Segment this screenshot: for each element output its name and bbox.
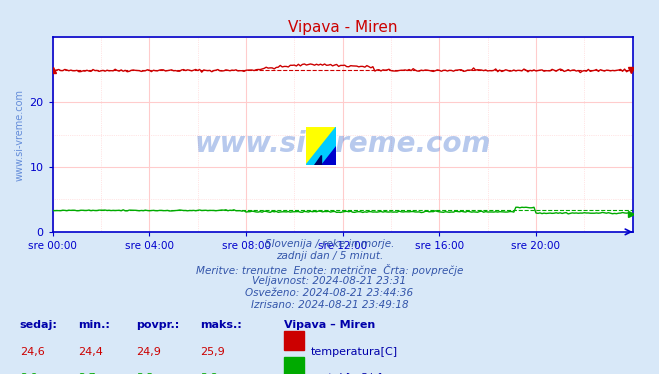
Text: Izrisano: 2024-08-21 23:49:18: Izrisano: 2024-08-21 23:49:18 [250,300,409,310]
Polygon shape [322,146,336,165]
FancyBboxPatch shape [285,358,304,374]
Text: temperatura[C]: temperatura[C] [310,347,397,357]
Text: Vipava – Miren: Vipava – Miren [285,320,376,330]
Polygon shape [314,155,322,165]
Text: 3,8: 3,8 [200,373,218,374]
Text: maks.:: maks.: [200,320,243,330]
Text: 24,6: 24,6 [20,347,44,357]
Text: 25,9: 25,9 [200,347,225,357]
FancyBboxPatch shape [285,331,304,350]
Text: 3,3: 3,3 [136,373,154,374]
Polygon shape [306,127,336,165]
Text: www.si-vreme.com: www.si-vreme.com [14,89,25,181]
Text: sedaj:: sedaj: [20,320,57,330]
Polygon shape [306,127,336,165]
Title: Vipava - Miren: Vipava - Miren [288,20,397,35]
Text: zadnji dan / 5 minut.: zadnji dan / 5 minut. [276,251,383,261]
Text: Osveženo: 2024-08-21 23:44:36: Osveženo: 2024-08-21 23:44:36 [245,288,414,298]
Text: 2,7: 2,7 [78,373,96,374]
Text: min.:: min.: [78,320,109,330]
Text: 24,4: 24,4 [78,347,103,357]
Text: www.si-vreme.com: www.si-vreme.com [194,131,491,158]
Text: Meritve: trenutne  Enote: metrične  Črta: povprečje: Meritve: trenutne Enote: metrične Črta: … [196,264,463,276]
Text: 24,9: 24,9 [136,347,161,357]
Text: 2,9: 2,9 [20,373,38,374]
Text: pretok[m3/s]: pretok[m3/s] [310,373,382,374]
Text: povpr.:: povpr.: [136,320,179,330]
Text: Slovenija / reke in morje.: Slovenija / reke in morje. [265,239,394,249]
Text: Veljavnost: 2024-08-21 23:31: Veljavnost: 2024-08-21 23:31 [252,276,407,286]
